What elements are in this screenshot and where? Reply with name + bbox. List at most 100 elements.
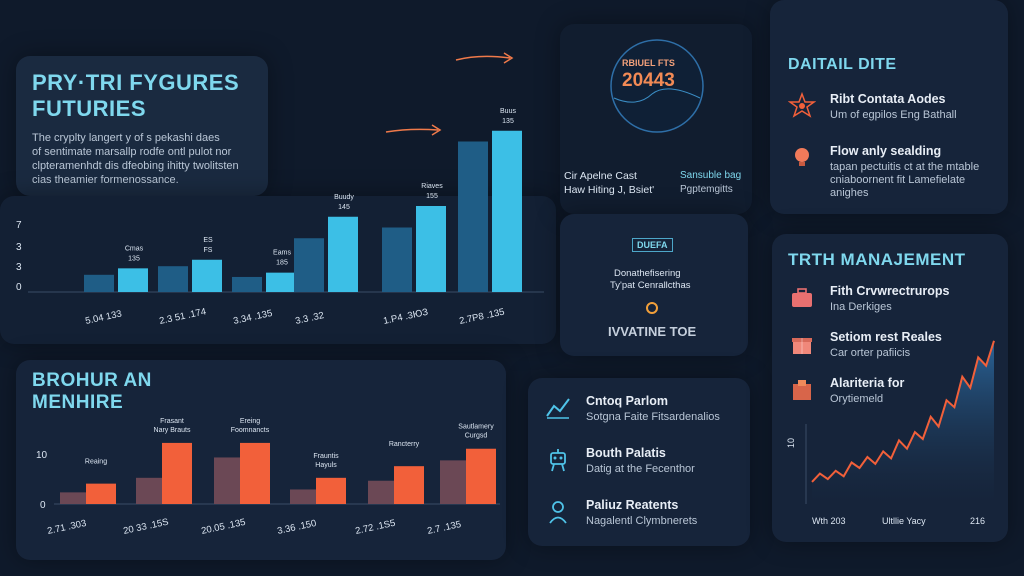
center-card: RBIUEL FTS 20443 Cir Apelne Cast Haw Hit… [560, 24, 752, 214]
management-item-3: Alariteria for Orytiemeld [788, 376, 904, 405]
area-chart-fill [812, 340, 994, 504]
top-chart-bar-bright [328, 216, 358, 292]
top-chart-bar-bright [118, 268, 148, 292]
futures-title-line2: FUTURIES [32, 96, 146, 121]
detail-item-2-sub3: anighes [830, 187, 869, 199]
detail-item-1: Ribt Contata Aodes Um of egpilos Eng Bat… [788, 92, 957, 121]
star-burst-icon [788, 92, 816, 118]
bottom-chart-bar-muted [60, 492, 88, 504]
detail-item-2-sub: tapan pectuitis ct at the mtable [830, 161, 980, 173]
feature-item-2-sub: Datig at the Fecenthor [586, 463, 695, 475]
bottom-chart-bar-muted [136, 477, 164, 504]
feature-item-3-title: Paliuz Reatents [586, 498, 679, 512]
center-badge: DUEFA [632, 238, 673, 252]
bottom-chart-title-line1: BROHUR AN [32, 370, 152, 391]
bottom-chart-bar-muted [368, 480, 396, 504]
bottom-chart-x-label: 2.72 .1S5 [354, 518, 396, 537]
top-chart-bar-bright [416, 206, 446, 292]
area-chart-line [811, 340, 995, 483]
top-chart-bar-label: ES [203, 237, 213, 244]
lightbulb-icon [795, 148, 809, 166]
top-chart-bar-value: 145 [338, 204, 350, 211]
top-chart-bar-dark [84, 274, 114, 292]
features-card: Cntoq Parlom Sotgna Faite Fitsardenalios… [528, 378, 750, 546]
management-item-2-sub: Car orter pafiicis [830, 347, 911, 359]
top-chart-bar-bright [266, 272, 296, 292]
arrow-icon [385, 128, 439, 133]
top-chart-bar-label: Cmas [125, 245, 144, 252]
bottom-chart-bar-label-2: Hayuls [315, 462, 337, 469]
detail-item-2: Flow anly sealding tapan pectuitis ct at… [788, 144, 979, 199]
center-mid-line2: Ty'pat Cenrallcthas [610, 280, 691, 291]
center-left-line1: Cir Apelne Cast [564, 170, 637, 182]
detail-item-1-sub: Um of egpilos Eng Bathall [830, 109, 957, 121]
futures-title-line1: PRY·TRI FYGURES [32, 70, 240, 95]
gift-icon [792, 338, 812, 354]
bottom-chart-bar-label-2: Nary Brauts [154, 427, 191, 434]
detail-item-1-title: Ribt Contata Aodes [830, 92, 946, 106]
bottom-chart-x-label: 20.05 .135 [200, 517, 246, 537]
top-chart-bar-dark [232, 276, 262, 292]
person-badge-icon [549, 501, 567, 524]
management-title: TRTH MANAJEMENT [788, 250, 966, 269]
top-chart-bar-value: 135 [128, 255, 140, 262]
bottom-chart-bar-orange [394, 466, 424, 504]
coin-icon [646, 302, 658, 314]
bottom-chart-bar-label: Frauntis [313, 453, 339, 460]
arrow-head-icon [503, 52, 514, 64]
feature-item-2-title: Bouth Palatis [586, 446, 666, 460]
detail-item-2-title: Flow anly sealding [830, 144, 942, 158]
feature-item-1-title: Cntoq Parlom [586, 394, 668, 408]
top-chart-bar-dark [294, 238, 324, 292]
futures-desc-line2: of sentimate marsallp rodfe ontl pulot n… [32, 146, 232, 158]
top-chart-y-tick: 0 [16, 282, 22, 293]
top-chart-bar-dark [382, 227, 412, 292]
bottom-chart-bar-label: Rancterry [389, 441, 420, 448]
management-item-3-title: Alariteria for [830, 376, 905, 390]
top-chart-bar-bright [192, 259, 222, 292]
bottom-chart-bar-muted [440, 460, 468, 504]
bottom-chart-bar-label: Ereing [240, 418, 260, 425]
management-item-2: Setiom rest Reales Car orter pafiicis [788, 330, 942, 359]
top-chart-y-tick: 3 [16, 262, 22, 273]
detail-title: DAITAIL DITE [788, 56, 897, 73]
futures-desc-line1: The cryplty langert y of s pekashi daes [32, 132, 220, 144]
area-chart-x-label: 216 [970, 516, 985, 526]
management-item-1: Fith Crvwrectrurops Ina Derkiges [788, 284, 949, 313]
center-lower-card: DUEFA Donathefisering Ty'pat Cenrallctha… [560, 214, 748, 356]
bottom-chart-x-label: 2.71 .303 [46, 518, 87, 537]
robot-icon [550, 449, 566, 472]
center-right-line2: Pgptemgitts [680, 184, 733, 195]
feature-item-3: Paliuz Reatents Nagalentl Clymbnerets [544, 498, 697, 527]
bottom-chart-bar-label: Reaing [85, 459, 107, 466]
top-chart-bar-value: 185 [276, 260, 288, 267]
area-chart-x-label: Ultllie Yacy [882, 516, 926, 526]
top-chart-bar-dark [158, 266, 188, 292]
futures-card: PRY·TRI FYGURES FUTURIES The cryplty lan… [16, 56, 268, 196]
bottom-chart-title-line2: MENHIRE [32, 392, 124, 413]
feature-item-2: Bouth Palatis Datig at the Fecenthor [544, 446, 695, 475]
bottom-chart-bar-orange [162, 442, 192, 504]
center-left-line2: Haw Hiting J, Bsiet' [564, 184, 655, 196]
bottom-chart-y-tick: 10 [36, 450, 48, 461]
bottom-chart-x-label: 20 33 .15S [122, 517, 169, 537]
bottom-chart-bar-muted [290, 489, 318, 504]
management-item-1-title: Fith Crvwrectrurops [830, 284, 950, 298]
briefcase-icon [792, 288, 812, 307]
top-chart-y-tick: 7 [16, 220, 22, 231]
bottom-chart-bar-orange [316, 477, 346, 504]
top-chart-bar-value: 135 [502, 118, 514, 125]
arrow-head-icon [431, 124, 442, 136]
bottom-chart-bar-label-2: Curgsd [465, 433, 488, 440]
feature-item-3-sub: Nagalentl Clymbnerets [586, 515, 698, 527]
arrow-decoration [385, 52, 514, 136]
feature-item-1: Cntoq Parlom Sotgna Faite Fitsardenalios [544, 394, 720, 423]
bottom-chart-bar-muted [214, 457, 242, 504]
bottom-chart-bar-label: Frasant [160, 418, 184, 425]
bottom-chart-bar-label-2: Foomnancts [231, 427, 270, 434]
top-chart-bar-value: 155 [426, 193, 438, 200]
management-item-2-title: Setiom rest Reales [830, 330, 942, 344]
bottom-chart-bar-orange [86, 483, 116, 504]
top-chart-y-tick: 3 [16, 242, 22, 253]
detail-card: DAITAIL DITE Ribt Contata Aodes Um of eg… [770, 0, 1008, 214]
